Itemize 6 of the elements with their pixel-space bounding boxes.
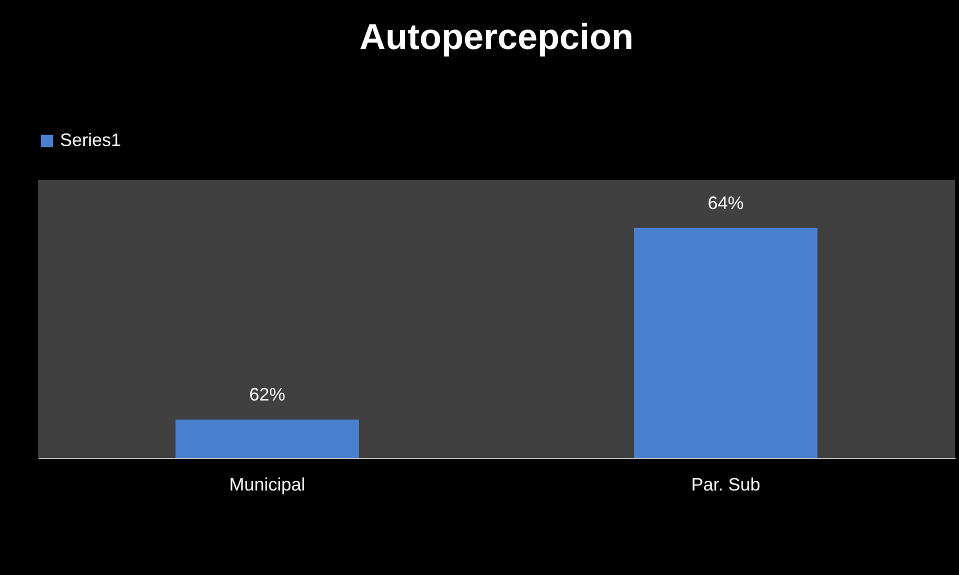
legend-label: Series1 <box>60 130 122 150</box>
x-tick-label: Par. Sub <box>691 474 760 494</box>
data-label: 62% <box>249 384 286 405</box>
chart-title: Autopercepcion <box>359 16 634 57</box>
x-tick-label: Municipal <box>229 474 306 494</box>
data-label: 64% <box>708 192 744 213</box>
